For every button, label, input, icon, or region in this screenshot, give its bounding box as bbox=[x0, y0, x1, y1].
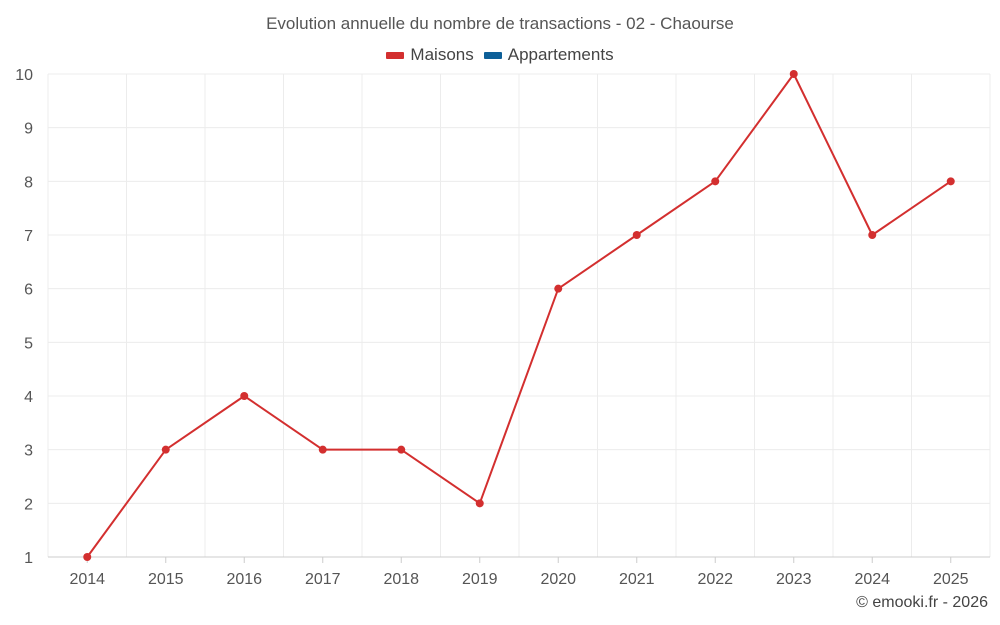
x-tick-label: 2020 bbox=[540, 571, 576, 588]
legend: Maisons Appartements bbox=[0, 45, 1000, 65]
legend-swatch-maisons bbox=[386, 51, 405, 59]
x-tick-label: 2024 bbox=[854, 571, 890, 588]
y-tick-label: 8 bbox=[24, 174, 33, 191]
x-tick-label: 2022 bbox=[697, 571, 733, 588]
x-tick-label: 2016 bbox=[226, 571, 262, 588]
data-point-maisons-2017[interactable] bbox=[318, 445, 327, 454]
legend-item-maisons[interactable]: Maisons bbox=[386, 45, 474, 65]
data-point-maisons-2015[interactable] bbox=[161, 445, 170, 454]
legend-label-maisons: Maisons bbox=[410, 45, 474, 64]
x-tick-label: 2015 bbox=[148, 571, 184, 588]
data-point-maisons-2022[interactable] bbox=[711, 177, 720, 186]
data-point-maisons-2019[interactable] bbox=[475, 499, 484, 508]
series-layer bbox=[83, 70, 955, 561]
data-point-maisons-2014[interactable] bbox=[83, 553, 92, 561]
x-tick-label: 2023 bbox=[776, 571, 812, 588]
x-tick-label: 2025 bbox=[933, 571, 969, 588]
y-tick-label: 1 bbox=[24, 550, 33, 567]
data-point-maisons-2025[interactable] bbox=[946, 177, 955, 186]
legend-swatch-appartements bbox=[483, 51, 502, 59]
x-tick-label: 2019 bbox=[462, 571, 498, 588]
y-tick-label: 2 bbox=[24, 496, 33, 513]
x-tick-label: 2021 bbox=[619, 571, 655, 588]
data-point-maisons-2024[interactable] bbox=[868, 231, 877, 239]
x-tick-label: 2014 bbox=[69, 571, 105, 588]
series-line-maisons bbox=[86, 73, 952, 558]
grid bbox=[47, 73, 991, 558]
y-tick-label: 10 bbox=[15, 67, 33, 84]
y-tick-label: 4 bbox=[24, 389, 33, 406]
y-tick-label: 9 bbox=[24, 121, 33, 138]
y-tick-label: 7 bbox=[24, 228, 33, 245]
x-tick-label: 2017 bbox=[305, 571, 341, 588]
data-point-maisons-2016[interactable] bbox=[240, 392, 249, 400]
legend-item-appartements[interactable]: Appartements bbox=[483, 45, 614, 65]
credit-text: © emooki.fr - 2026 bbox=[856, 594, 988, 611]
x-tick-label: 2018 bbox=[383, 571, 419, 588]
data-point-maisons-2020[interactable] bbox=[554, 284, 563, 293]
chart-title: Evolution annuelle du nombre de transact… bbox=[266, 14, 734, 33]
y-tick-label: 5 bbox=[24, 335, 33, 352]
data-point-maisons-2021[interactable] bbox=[632, 231, 641, 239]
data-point-maisons-2023[interactable] bbox=[789, 70, 798, 78]
y-tick-label: 6 bbox=[24, 282, 33, 299]
axes: 1 2 3 4 5 6 7 8 9 10 2014 2015 2016 2017 2018 2019 2020 2… bbox=[15, 67, 990, 588]
y-tick-label: 3 bbox=[24, 443, 33, 460]
data-point-maisons-2018[interactable] bbox=[397, 445, 406, 454]
legend-label-appartements: Appartements bbox=[507, 45, 614, 64]
